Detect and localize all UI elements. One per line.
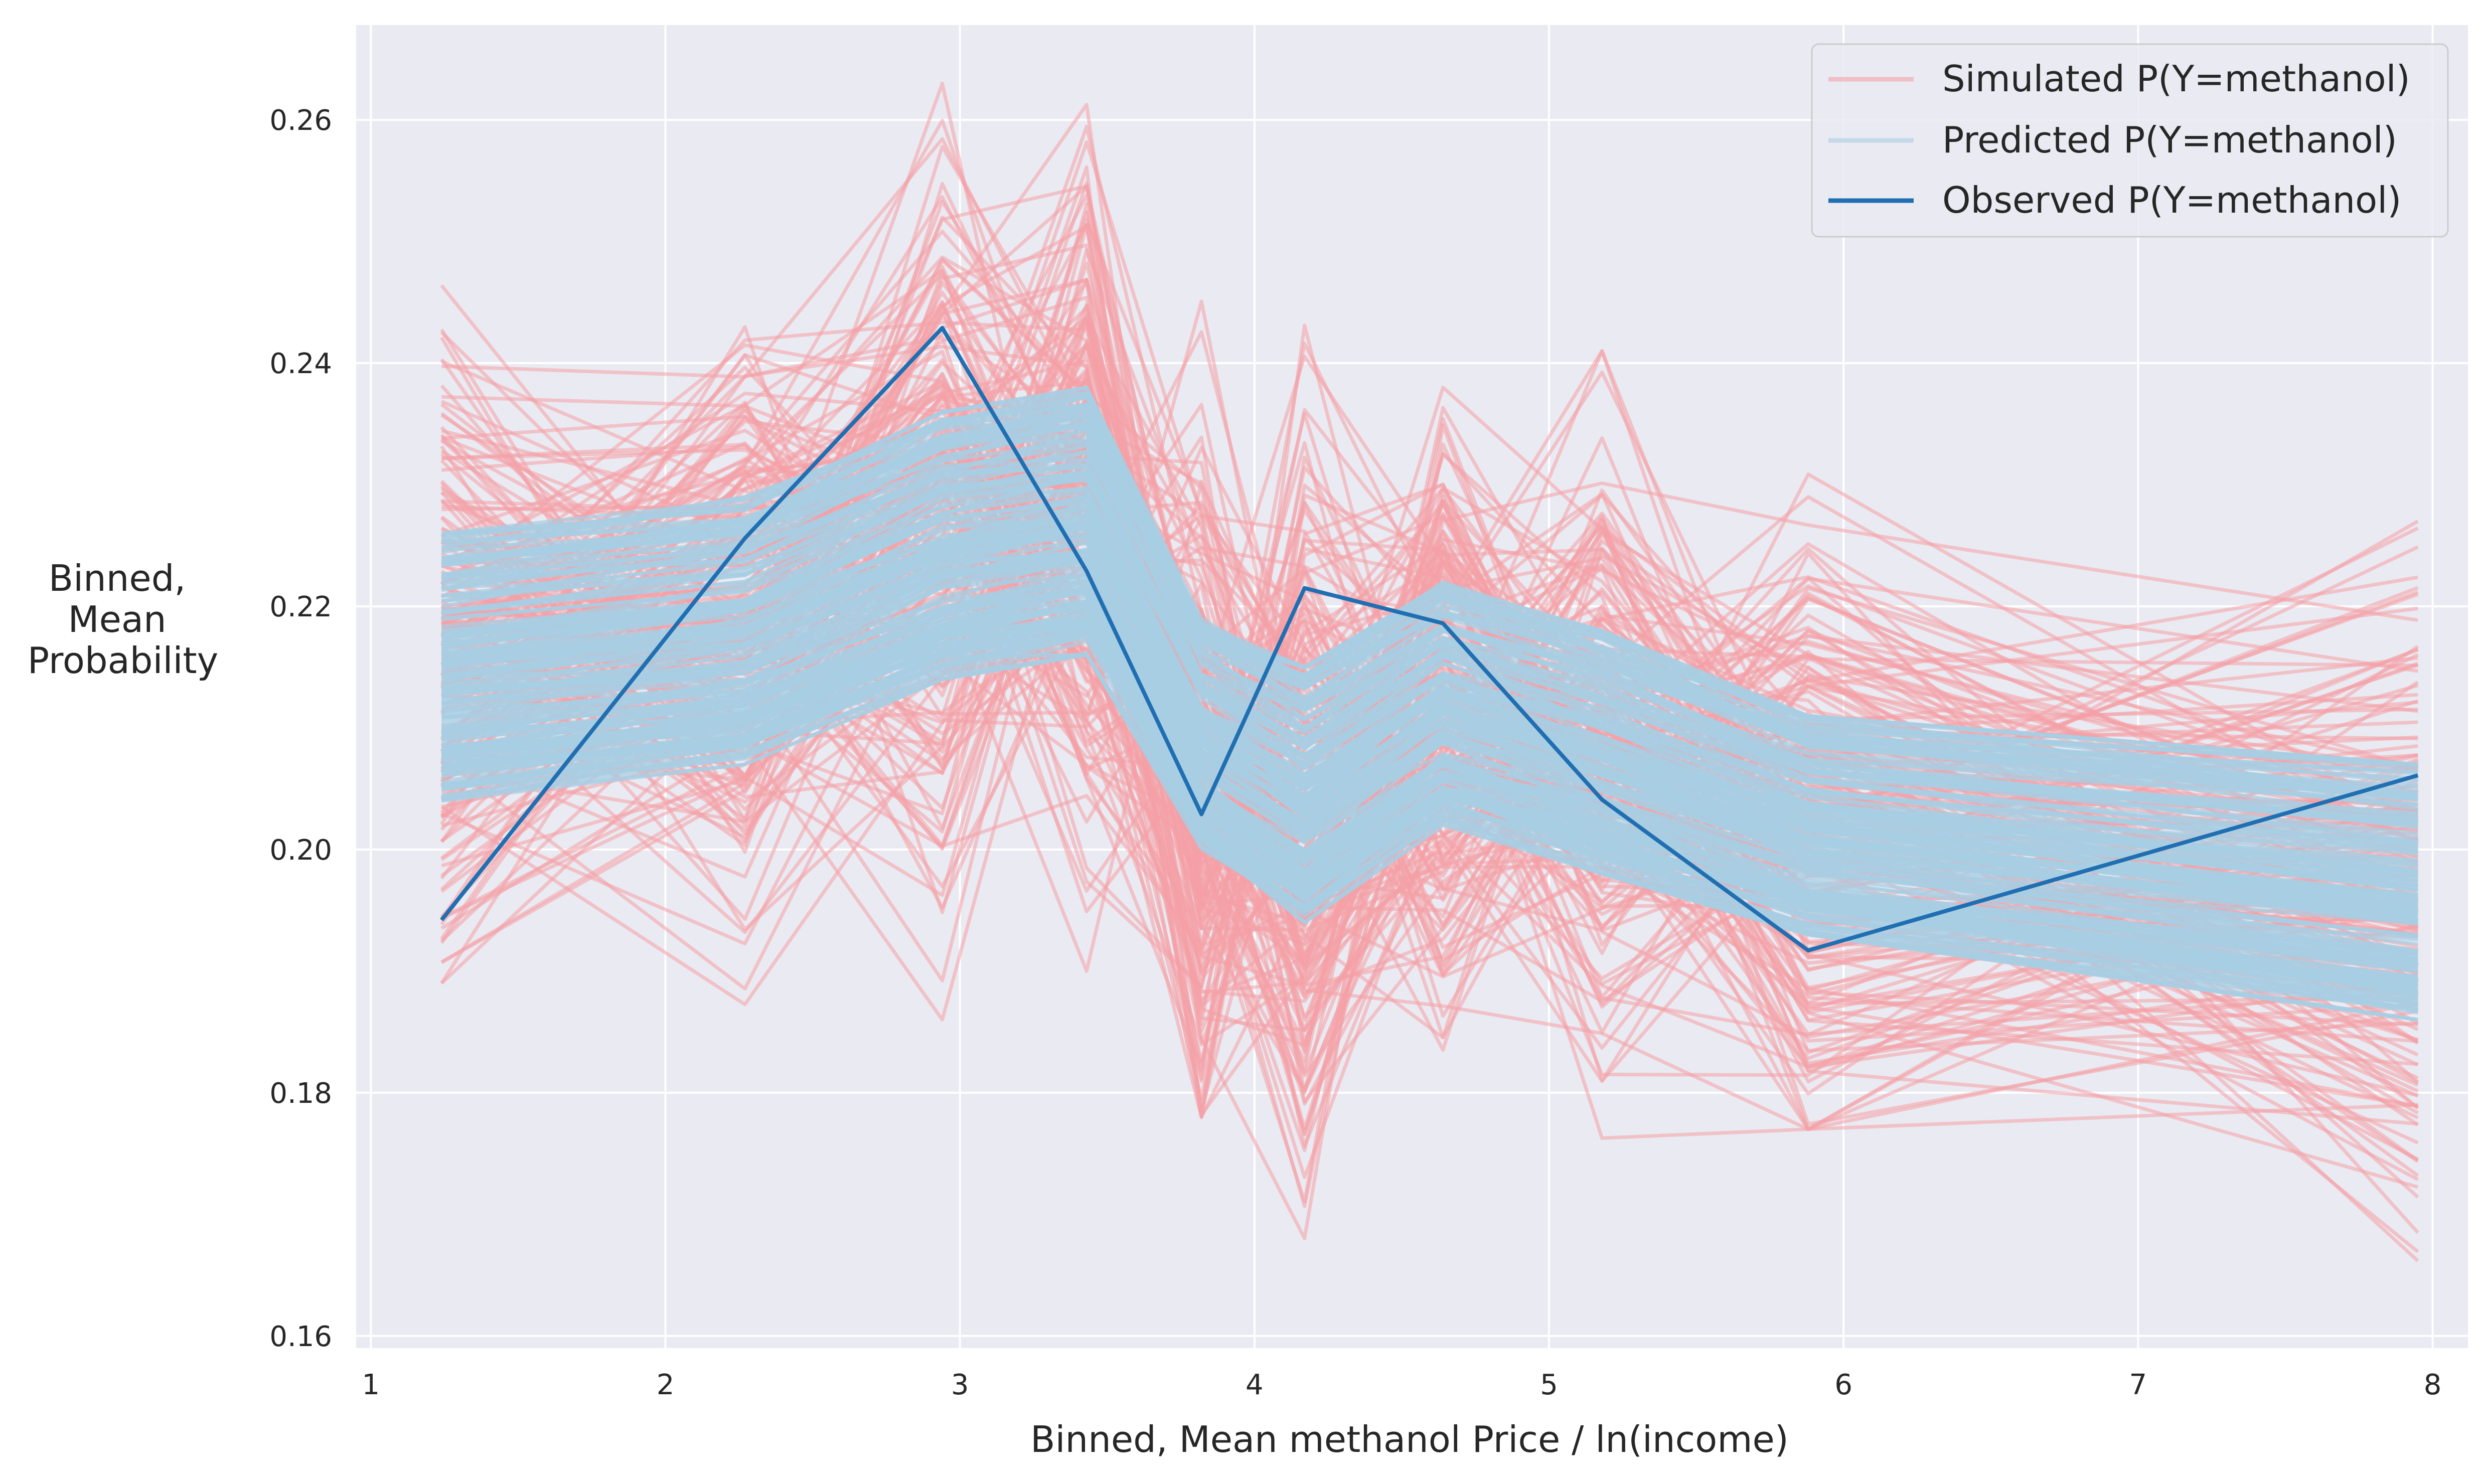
- x-tick-label: 1: [362, 1369, 380, 1401]
- y-axis-label-line-1: Binned,: [49, 557, 186, 599]
- x-tick-labels: 1 2 3 4 5 6 7 8: [362, 1369, 2442, 1401]
- y-tick-label: 0.20: [269, 834, 332, 867]
- simulated-draw-line: [440, 81, 2418, 1208]
- legend-label-simulated: Simulated P(Y=methanol): [1942, 58, 2410, 100]
- predicted-draw-line: [441, 556, 2418, 906]
- x-tick-label: 5: [1540, 1369, 1558, 1401]
- y-tick-label: 0.16: [269, 1321, 332, 1353]
- simulated-draw-line: [440, 272, 2419, 1162]
- predicted-draw-line: [441, 559, 2418, 922]
- x-tick-label: 4: [1246, 1369, 1264, 1401]
- predicted-draw-line: [441, 574, 2418, 959]
- legend-label-predicted: Predicted P(Y=methanol): [1942, 119, 2397, 161]
- predicted-draw-line: [441, 471, 2418, 873]
- x-tick-label: 6: [1834, 1369, 1852, 1401]
- predicted-draw-line: [441, 490, 2418, 877]
- x-tick-label: 7: [2129, 1369, 2147, 1401]
- y-axis-label: Binned, Mean Probability: [28, 557, 219, 682]
- y-axis-label-line-3: Probability: [28, 639, 219, 682]
- predicted-draw-line: [441, 449, 2418, 825]
- y-tick-label: 0.24: [269, 348, 332, 380]
- predicted-draw-line: [441, 463, 2418, 839]
- observed-line-group: [440, 325, 2419, 953]
- x-tick-label: 3: [951, 1369, 969, 1401]
- y-tick-label: 0.18: [269, 1077, 332, 1110]
- predicted-draw-line: [441, 471, 2418, 854]
- y-axis-label-line-2: Mean: [68, 598, 166, 640]
- y-tick-label: 0.22: [269, 591, 332, 623]
- predicted-draw-line: [441, 585, 2418, 962]
- predicted-draw-line: [441, 604, 2418, 979]
- x-axis-label: Binned, Mean methanol Price / ln(income): [1030, 1418, 1789, 1460]
- predicted-draw-line: [441, 415, 2418, 782]
- x-tick-label: 8: [2424, 1369, 2442, 1401]
- y-tick-labels: 0.16 0.18 0.20 0.22 0.24 0.26: [269, 104, 332, 1353]
- x-tick-label: 2: [657, 1369, 675, 1401]
- predicted-draw-line: [441, 578, 2418, 956]
- predicted-draw-line: [441, 622, 2418, 989]
- predicted-draw-line: [441, 421, 2418, 801]
- observed-line: [440, 325, 2419, 953]
- predicted-draw-line: [441, 496, 2418, 888]
- legend-label-observed: Observed P(Y=methanol): [1942, 179, 2401, 221]
- predicted-draw-line: [441, 424, 2418, 774]
- y-tick-label: 0.26: [269, 104, 332, 137]
- predicted-draw-line: [441, 514, 2418, 902]
- predicted-lines: [441, 386, 2418, 1022]
- legend-box: [1811, 43, 2449, 238]
- predicted-draw-line: [441, 653, 2418, 1022]
- legend: Simulated P(Y=methanol) Predicted P(Y=me…: [1811, 43, 2449, 238]
- predicted-draw-line: [441, 443, 2418, 815]
